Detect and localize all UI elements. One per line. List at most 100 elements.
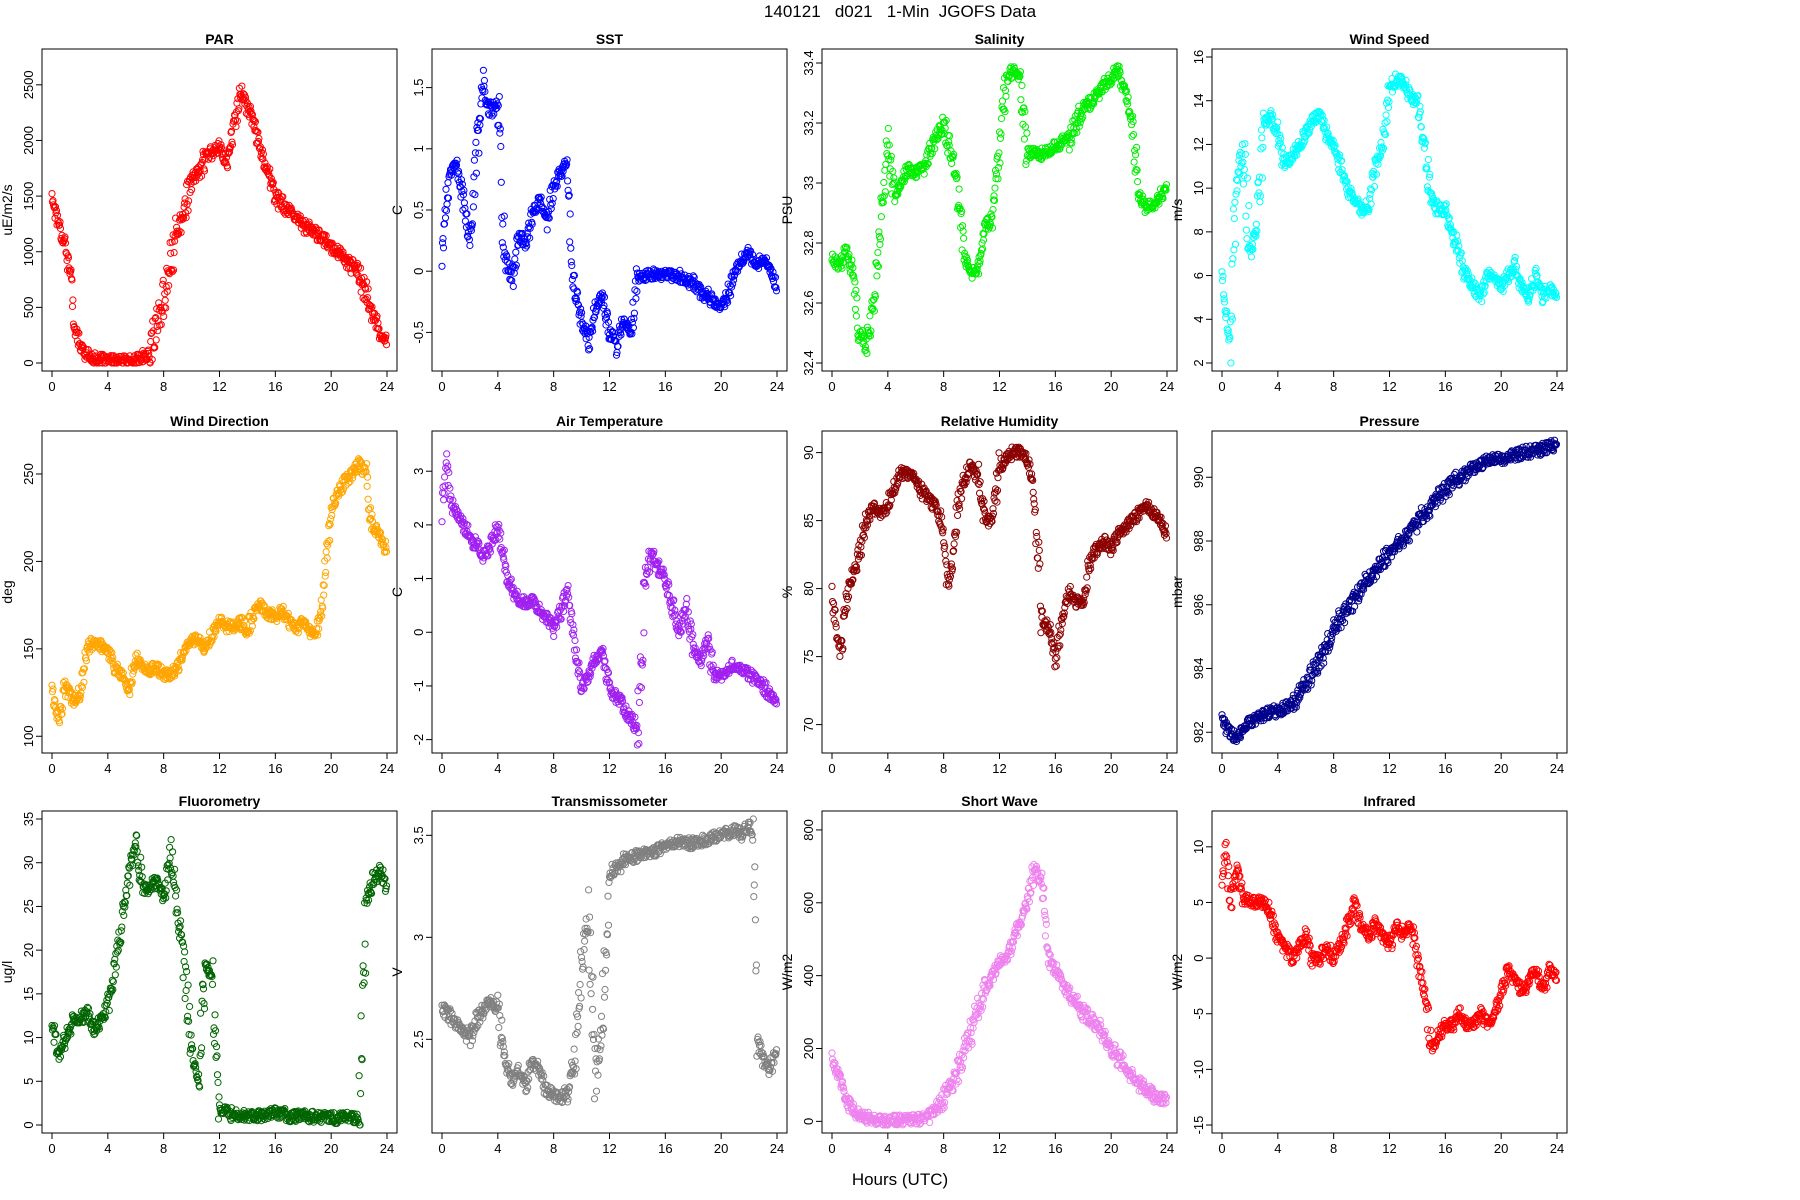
wind-speed-title: Wind Speed (1350, 31, 1430, 47)
wind-direction-xtick-label: 0 (48, 761, 55, 776)
par-xtick-label: 4 (104, 379, 111, 394)
wind-direction-title: Wind Direction (170, 413, 269, 429)
par-point (364, 285, 372, 293)
sst-point (746, 250, 754, 259)
par-point (177, 214, 185, 223)
relative-humidity-xtick-label: 24 (1160, 761, 1174, 776)
wind-speed-xtick-label: 0 (1218, 379, 1225, 394)
sst-point (510, 269, 518, 277)
par-ytick-label: 1000 (21, 237, 36, 266)
par-xtick-label: 12 (212, 379, 226, 394)
salinity-ytick-label: 33 (801, 176, 816, 190)
sst-point (563, 156, 571, 164)
sst-point (543, 226, 551, 234)
par-point (175, 227, 183, 235)
sst-point (730, 276, 738, 284)
sst-point (468, 220, 476, 228)
relative-humidity-point (954, 511, 962, 520)
sst-ytick-label: 1 (411, 145, 426, 152)
par-ytick-label: 2000 (21, 126, 36, 155)
sst-point (476, 115, 484, 123)
par-point (255, 134, 263, 143)
wind-direction-ytick-label: 250 (21, 463, 36, 485)
sst-point (676, 266, 684, 274)
sst-point (553, 177, 561, 185)
par-xtick-label: 24 (380, 379, 394, 394)
par-point (169, 267, 177, 276)
wind-direction-ytick-label: 100 (21, 725, 36, 747)
air-temperature-xtick-label: 20 (714, 761, 728, 776)
sst-point (526, 234, 534, 242)
wind-speed-xtick-label: 12 (1382, 379, 1396, 394)
relative-humidity-point (1035, 546, 1043, 555)
wind-speed-point (1227, 359, 1235, 367)
sst-point (632, 295, 640, 303)
wind-direction-point (322, 568, 330, 577)
sst-point (532, 208, 540, 216)
wind-speed-point (1247, 253, 1256, 261)
par-point (227, 127, 236, 135)
sst-ytick-label: -0.5 (411, 321, 426, 343)
par-point (185, 197, 193, 205)
wind-speed-xtick-label: 16 (1438, 379, 1452, 394)
sst-point (453, 156, 461, 164)
par-ytick-label: 0 (21, 359, 36, 366)
sst-point (439, 244, 448, 252)
relative-humidity-plot-frame (821, 430, 1178, 754)
salinity-xtick-label: 20 (1104, 379, 1118, 394)
wind-speed-point (1239, 180, 1248, 188)
sst-point (545, 214, 553, 222)
par-point (148, 356, 156, 364)
wind-direction-xtick-label: 16 (268, 761, 282, 776)
sst-point (574, 301, 583, 309)
sst-point (563, 160, 571, 168)
air-temperature-ytick-label: 0 (411, 629, 426, 636)
air-temperature-title: Air Temperature (556, 413, 663, 429)
sst-point (441, 214, 450, 222)
sst-point (485, 111, 493, 119)
sst-point (747, 247, 755, 255)
par-point (347, 269, 355, 277)
salinity-point (960, 234, 968, 242)
par-point (359, 294, 367, 302)
air-temperature-point (438, 518, 446, 526)
par-point (357, 264, 365, 272)
salinity-point (1132, 151, 1140, 159)
par-point (252, 127, 260, 135)
par-point (253, 127, 261, 136)
sst-point (481, 87, 489, 96)
salinity-point (1017, 96, 1025, 104)
sst-xtick-label: 12 (602, 379, 616, 394)
par-point (74, 328, 82, 336)
salinity-ytick-label: 32.8 (801, 230, 816, 255)
relative-humidity-point (836, 652, 844, 661)
sst-xtick-label: 0 (438, 379, 445, 394)
par-point (269, 178, 277, 187)
par-plot-frame (41, 48, 398, 372)
sst-point (538, 203, 546, 211)
wind-speed-point (1383, 118, 1391, 126)
air-temperature-point (496, 535, 504, 543)
salinity-xtick-label: 0 (828, 379, 835, 394)
sst-point (523, 242, 531, 250)
relative-humidity-point (950, 540, 958, 548)
sst-point (512, 248, 520, 256)
par-point (373, 312, 381, 320)
relative-humidity-xtick-label: 0 (828, 761, 835, 776)
par-point (55, 221, 64, 229)
par-point (247, 107, 255, 115)
wind-speed-point (1259, 143, 1267, 151)
par-point (145, 349, 153, 358)
par-point (382, 341, 391, 349)
sst-point (547, 201, 555, 209)
sst-xtick-label: 16 (658, 379, 672, 394)
wind-speed-xtick-label: 8 (1330, 379, 1337, 394)
sst-point (498, 239, 506, 247)
salinity-xtick-label: 12 (992, 379, 1006, 394)
wind-direction-point (133, 649, 141, 657)
sst-point (501, 256, 509, 264)
par-point (183, 181, 191, 189)
sst-point (567, 258, 575, 266)
wind-speed-point (1258, 134, 1266, 142)
